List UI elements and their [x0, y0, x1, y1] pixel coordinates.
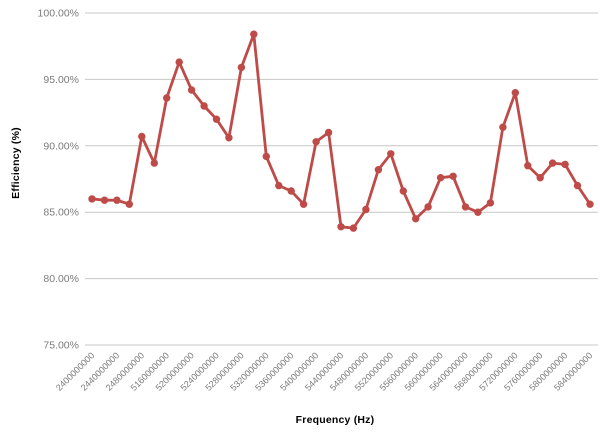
data-point-marker: [548, 159, 557, 167]
data-point-marker: [586, 200, 594, 208]
data-point-marker: [262, 152, 270, 161]
data-point-marker: [561, 160, 569, 169]
data-point-marker: [399, 187, 407, 195]
data-point-marker: [287, 187, 295, 195]
data-point-marker: [474, 208, 482, 216]
data-point-marker: [362, 205, 370, 214]
data-point-marker: [150, 159, 158, 167]
data-point-marker: [275, 181, 283, 190]
data-point-marker: [312, 138, 320, 146]
data-point-marker: [138, 132, 146, 141]
y-tick-label: 85.00%: [43, 207, 79, 219]
data-point-marker: [212, 115, 221, 123]
data-point-marker: [349, 224, 358, 232]
data-point-marker: [299, 200, 308, 208]
data-point-marker: [113, 196, 121, 204]
data-point-marker: [387, 150, 395, 158]
data-point-marker: [436, 174, 445, 182]
data-point-marker: [511, 89, 519, 97]
data-point-marker: [536, 174, 544, 182]
data-point-marker: [573, 181, 582, 190]
data-point-marker: [449, 172, 457, 180]
y-tick-label: 80.00%: [43, 273, 79, 285]
data-point-marker: [237, 63, 246, 72]
y-tick-label: 75.00%: [43, 340, 79, 352]
y-tick-label: 100.00%: [38, 8, 79, 20]
data-point-marker: [200, 102, 208, 110]
data-point-marker: [424, 203, 432, 211]
data-point-marker: [486, 199, 495, 207]
data-point-marker: [225, 134, 233, 142]
data-point-marker: [100, 196, 109, 204]
data-point-marker: [250, 30, 258, 38]
data-point-marker: [324, 128, 333, 137]
data-point-marker: [524, 162, 532, 170]
y-tick-label: 90.00%: [43, 140, 79, 152]
series-line: [90, 32, 592, 230]
data-point-marker: [412, 215, 420, 223]
x-axis-title: Frequency (Hz): [295, 414, 375, 426]
data-point-marker: [175, 58, 183, 66]
data-point-marker: [461, 203, 470, 211]
data-point-marker: [163, 94, 171, 102]
data-point-marker: [187, 86, 196, 94]
data-point-marker: [499, 123, 507, 131]
data-point-marker: [88, 195, 96, 203]
data-point-marker: [374, 166, 383, 174]
data-point-marker: [125, 200, 133, 208]
data-point-marker: [337, 223, 345, 231]
y-tick-label: 95.00%: [43, 74, 79, 86]
